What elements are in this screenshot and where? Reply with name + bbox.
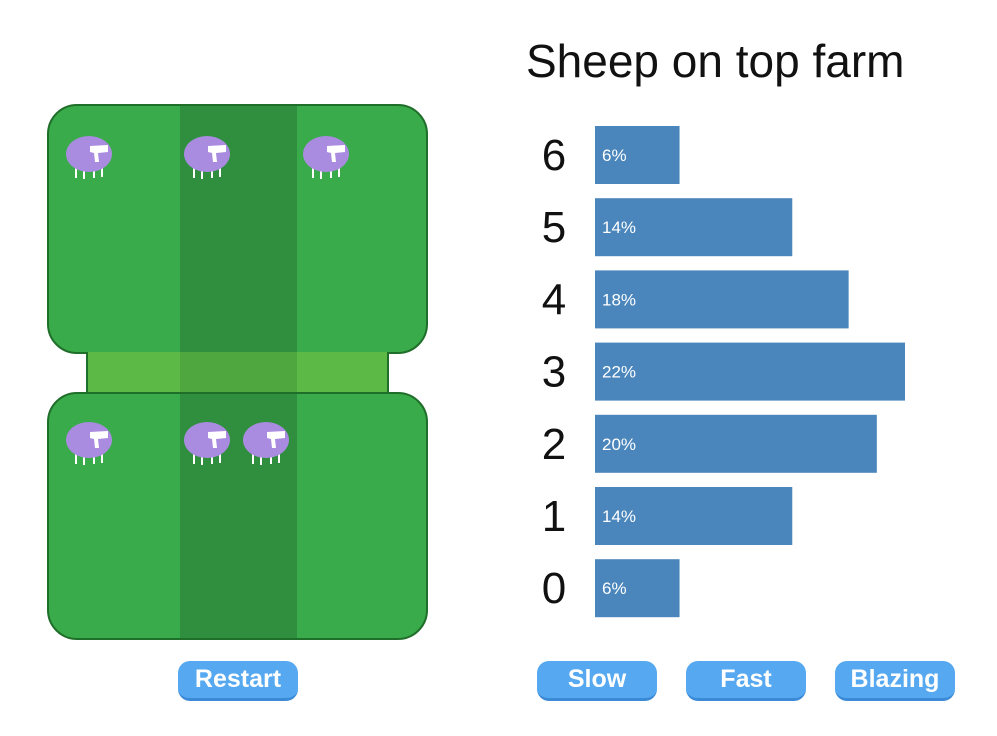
bar: [595, 126, 680, 184]
bridge-path: [86, 352, 389, 394]
bar-value-label: 14%: [602, 218, 636, 237]
bar-value-label: 22%: [602, 363, 636, 382]
sheep-icon: [64, 418, 114, 466]
sheep-icon: [182, 132, 232, 180]
bar-value-label: 18%: [602, 290, 636, 309]
bridge-stripe: [180, 352, 297, 394]
sheep-icon: [182, 418, 232, 466]
bar-value-label: 20%: [602, 435, 636, 454]
category-label: 3: [542, 348, 566, 397]
bar: [595, 559, 680, 618]
sheep-icon: [241, 418, 291, 466]
restart-button[interactable]: Restart: [178, 661, 298, 701]
category-label: 6: [542, 131, 566, 180]
bar: [595, 270, 849, 329]
bar: [595, 342, 905, 401]
bar-value-label: 6%: [602, 579, 627, 598]
category-label: 4: [542, 275, 566, 324]
fast-button[interactable]: Fast: [686, 661, 806, 701]
category-label: 0: [542, 564, 566, 613]
category-label: 2: [542, 420, 566, 469]
category-label: 1: [542, 492, 566, 541]
bar-value-label: 6%: [602, 146, 627, 165]
blazing-button[interactable]: Blazing: [835, 661, 955, 701]
bar-value-label: 14%: [602, 507, 636, 526]
sheep-distribution-chart: 6 6% 5 14% 4 18% 3 22% 2 20% 1 14% 0 6%: [542, 126, 905, 618]
sheep-icon: [301, 132, 351, 180]
sheep-icon: [64, 132, 114, 180]
category-label: 5: [542, 203, 566, 252]
bar: [595, 414, 877, 473]
bar: [595, 198, 793, 257]
bar: [595, 487, 793, 545]
slow-button[interactable]: Slow: [537, 661, 657, 701]
chart-title: Sheep on top farm: [526, 35, 905, 87]
